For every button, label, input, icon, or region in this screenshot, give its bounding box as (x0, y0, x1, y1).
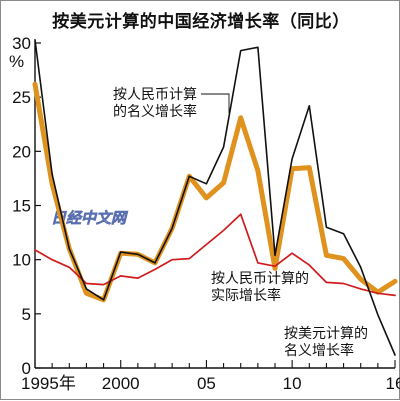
series-annotation-3: 名义增长率 (284, 342, 354, 359)
series-annotation-1: 按人民币计算 (113, 87, 197, 103)
x-tick-label: 16 (386, 374, 400, 393)
series-annotation-2: 按人民币计算的 (211, 271, 309, 287)
series-line-3 (35, 40, 395, 355)
y-unit-label: % (9, 52, 24, 71)
series-annotation-3: 按美元计算的 (284, 326, 368, 342)
y-tick-label: 10 (12, 251, 31, 270)
x-tick-label: 10 (283, 374, 302, 393)
annotation-leader-line (201, 94, 229, 113)
series-line-1 (35, 84, 395, 300)
y-tick-label: 15 (12, 197, 31, 216)
y-tick-label: 30 (12, 34, 31, 53)
x-tick-label: 05 (197, 374, 216, 393)
y-tick-label: 20 (12, 142, 31, 161)
series-annotation-2: 实际增长率 (211, 287, 281, 304)
x-tick-label: 2000 (102, 374, 140, 393)
series-annotation-1: 的名义增长率 (113, 103, 197, 120)
y-tick-label: 25 (12, 88, 31, 107)
x-tick-label: 1995年 (21, 374, 76, 393)
y-tick-label: 5 (22, 305, 31, 324)
